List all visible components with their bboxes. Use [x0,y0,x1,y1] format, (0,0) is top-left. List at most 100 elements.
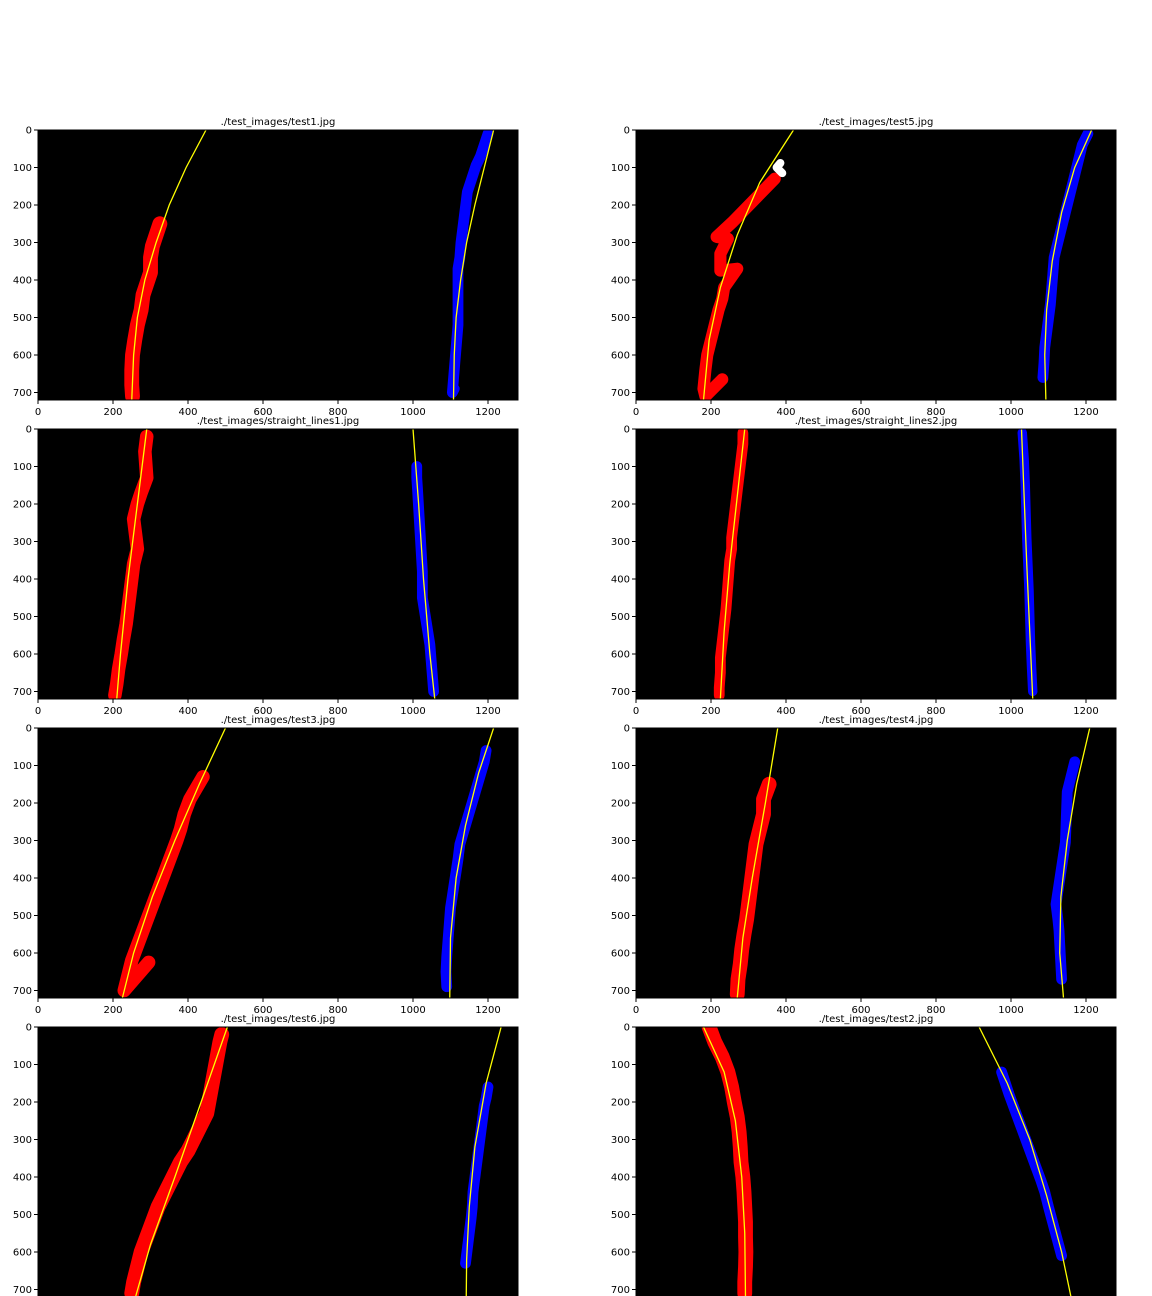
fit-curve-series-4 [412,429,436,699]
plot-background [38,130,518,400]
axes-frame [635,428,1117,700]
y-tick-label: 0 [624,425,630,436]
plot-area [729,728,1091,998]
y-tick-label: 0 [26,724,32,735]
y-tick-label: 500 [13,612,32,623]
fit-curve-series-3 [719,429,746,699]
x-tick-label: 400 [776,407,795,418]
fit-curve-series-3 [116,429,148,699]
x-tick-label: 600 [253,407,272,418]
y-tick-label: 300 [13,1135,32,1146]
y-tick-label: 500 [13,1210,32,1221]
fit-curve-series-3 [121,728,227,998]
axes-frame [37,727,519,999]
x-tick-label: 400 [178,407,197,418]
y-tick-label: 600 [13,351,32,362]
panel-title: ./test_images/straight_lines2.jpg [795,416,958,427]
fit-curve-series-5 [1044,130,1093,400]
fit-curve-series-4 [452,130,495,400]
x-tick-label: 400 [178,1005,197,1016]
y-tick-label: 700 [611,388,630,399]
y-tick-label: 100 [13,163,32,174]
x-tick-label: 0 [35,706,41,717]
y-tick-label: 300 [611,238,630,249]
fit-curve-series-4 [465,1027,502,1296]
x-tick-label: 200 [701,706,720,717]
panel-title: ./test_images/test2.jpg [819,1014,934,1025]
pixel-cluster-series-2 [440,745,492,993]
plot-background [636,728,1116,998]
panel-title: ./test_images/test6.jpg [221,1014,336,1025]
y-tick-label: 400 [611,575,630,586]
y-tick-label: 100 [611,163,630,174]
chart-panel-4: ./test_images/straight_lines2.jpg 0 200 400… [611,416,1117,717]
y-tick-label: 100 [13,1060,32,1071]
x-tick-label: 600 [851,1005,870,1016]
x-tick-label: 0 [35,407,41,418]
y-tick-label: 100 [13,462,32,473]
plot-background [636,1027,1116,1296]
y-tick-label: 700 [13,1285,32,1296]
axes-frame [635,129,1117,401]
x-tick-label: 800 [328,1005,347,1016]
pixel-cluster-series-2 [446,130,494,398]
fit-curve-series-4 [449,728,495,998]
x-tick-label: 1000 [998,706,1023,717]
x-tick-label: 200 [103,706,122,717]
x-tick-label: 800 [926,706,945,717]
x-tick-label: 1200 [1073,706,1098,717]
y-tick-label: 200 [611,799,630,810]
plot-area [124,1027,502,1296]
x-tick-label: 1000 [400,706,425,717]
y-tick-label: 500 [611,313,630,324]
plot-area [697,130,1094,400]
x-tick-label: 200 [701,1005,720,1016]
x-tick-label: 800 [328,706,347,717]
y-tick-label: 200 [611,500,630,511]
chart-panel-8: ./test_images/test2.jpg02004006008001000… [611,1014,1117,1296]
pixel-cluster-series-3 [1037,130,1094,383]
pixel-cluster-series-1 [124,1027,230,1296]
y-tick-label: 400 [611,874,630,885]
x-tick-label: 0 [633,407,639,418]
x-tick-label: 200 [103,1005,122,1016]
y-tick-label: 400 [611,276,630,287]
y-tick-label: 200 [611,201,630,212]
fit-curve-series-4 [978,1027,1072,1296]
y-tick-label: 500 [611,612,630,623]
plot-area [108,429,440,699]
plot-background [38,429,518,699]
x-tick-label: 1000 [400,407,425,418]
y-tick-label: 500 [13,313,32,324]
panel-title: ./test_images/test4.jpg [819,715,934,726]
panel-title: ./test_images/straight_lines1.jpg [197,416,360,427]
y-tick-label: 300 [611,537,630,548]
panel-title: ./test_images/test1.jpg [221,117,336,128]
y-tick-label: 700 [13,687,32,698]
x-tick-label: 1200 [475,1005,500,1016]
axes-frame [37,129,519,401]
x-tick-label: 600 [851,706,870,717]
y-tick-label: 600 [611,1248,630,1259]
x-tick-label: 1000 [400,1005,425,1016]
y-tick-label: 400 [13,874,32,885]
x-tick-label: 600 [253,1005,272,1016]
x-tick-label: 200 [701,407,720,418]
panel-title: ./test_images/test5.jpg [819,117,934,128]
y-tick-label: 200 [13,1098,32,1109]
x-tick-label: 1000 [998,1005,1023,1016]
plot-area [117,728,495,998]
x-tick-label: 1000 [998,407,1023,418]
pixel-cluster-series-2 [460,1081,494,1269]
plot-background [636,429,1116,699]
y-tick-label: 100 [13,761,32,772]
y-tick-label: 0 [624,724,630,735]
y-tick-label: 600 [13,949,32,960]
fit-curve-series-3 [702,1027,747,1296]
x-tick-label: 1200 [1073,1005,1098,1016]
fit-curve-series-3 [135,1027,228,1296]
y-tick-label: 600 [611,949,630,960]
